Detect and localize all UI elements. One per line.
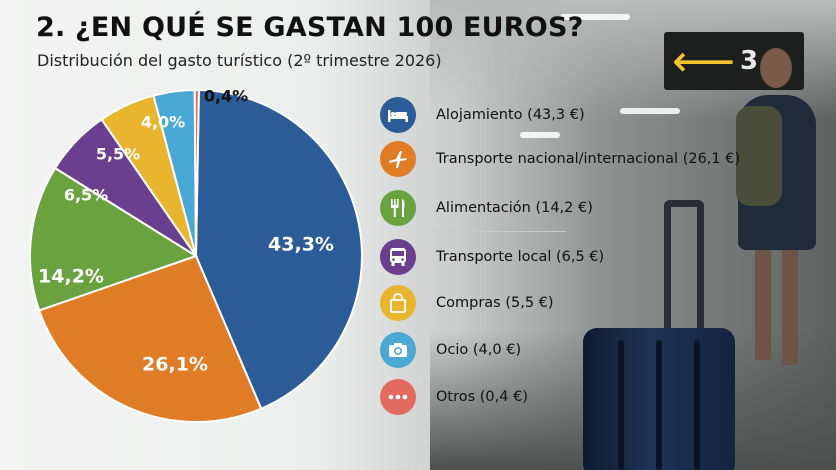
pie-slice-label: 6,5% [64,186,108,205]
legend-divider [432,231,566,232]
shopping-bag-icon [380,285,416,321]
legend-item: Transporte local (6,5 €) [380,238,604,276]
chart-title: 2. ¿EN QUÉ SE GASTAN 100 EUROS? [36,12,584,43]
legend-item: Alojamiento (43,3 €) [380,96,585,134]
backpack-icon [736,106,782,206]
legend-label: Alimentación (14,2 €) [436,200,593,216]
legend-label: Compras (5,5 €) [436,295,554,311]
traveler-leg [755,250,771,360]
legend-label: Ocio (4,0 €) [436,342,522,358]
more-dots-icon [380,379,416,415]
bed-icon [380,97,416,133]
suitcase-rib [618,340,624,470]
pie-slice-label: 5,5% [96,145,140,164]
pie-slice-label: 43,3% [268,234,334,256]
traveler-head [760,48,792,88]
sign-arrow-icon: ⟵ [672,36,736,87]
legend-item: Ocio (4,0 €) [380,331,521,369]
bus-icon [380,239,416,275]
traveler-leg [782,250,798,365]
pie-slice-alimentaci-n [29,166,199,312]
legend-item: Otros (0,4 €) [380,378,528,416]
fork-knife-icon [380,190,416,226]
suitcase-handle [664,200,704,335]
suitcase-rib [694,340,700,470]
pie-slice-label: 26,1% [142,354,208,376]
ceiling-light [560,14,630,20]
sign-number: 3 [740,46,759,76]
legend-label: Transporte nacional/internacional (26,1 … [436,151,741,167]
pie-slice-label: 0,4% [204,87,248,106]
pie-slice-alojamiento [194,89,363,410]
chart-subtitle: Distribución del gasto turístico (2º tri… [37,51,442,70]
airplane-icon [380,141,416,177]
legend-item: Compras (5,5 €) [380,284,554,322]
pie-slice-label: 14,2% [38,266,104,288]
pie-slice-otros [193,88,200,257]
ceiling-light [520,132,560,138]
legend-item: Transporte nacional/internacional (26,1 … [380,140,740,178]
pie-slice-label: 4,0% [141,113,185,132]
legend-label: Alojamiento (43,3 €) [436,107,585,123]
legend-item: Alimentación (14,2 €) [380,189,593,227]
pie-slice-transporte-nacional-internacional [37,254,263,423]
suitcase-rib [656,340,662,470]
legend-label: Transporte local (6,5 €) [436,249,605,265]
legend-label: Otros (0,4 €) [436,389,528,405]
ceiling-light [620,108,680,114]
camera-icon [380,332,416,368]
